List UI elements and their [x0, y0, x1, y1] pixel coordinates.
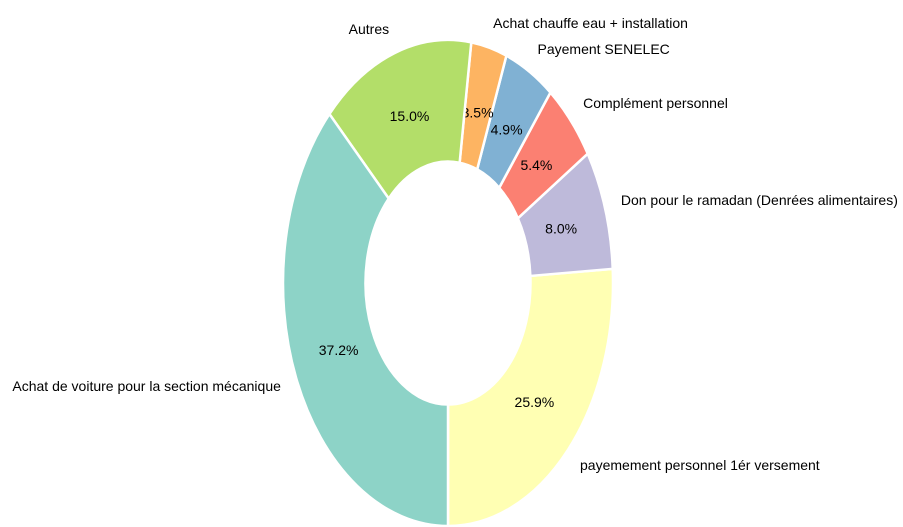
value-label: 37.2%	[319, 342, 359, 358]
value-label: 25.9%	[515, 394, 555, 410]
category-label: Achat de voiture pour la section mécaniq…	[12, 378, 281, 394]
slice	[446, 267, 615, 527]
value-label: 15.0%	[390, 108, 430, 124]
value-label: 8.0%	[545, 220, 577, 236]
value-label: 3.5%	[462, 104, 494, 120]
slice	[327, 38, 473, 201]
value-label: 4.9%	[491, 122, 523, 138]
category-label: Complément personnel	[583, 95, 728, 111]
category-label: Payement SENELEC	[538, 41, 670, 57]
slice	[281, 111, 450, 527]
value-label: 5.4%	[520, 157, 552, 173]
category-label: Autres	[349, 21, 389, 37]
category-label: payemement personnel 1ér versement	[580, 457, 820, 473]
category-label: Don pour le ramadan (Denrées alimentaire…	[621, 192, 898, 208]
category-label: Achat chauffe eau + installation	[493, 15, 688, 31]
